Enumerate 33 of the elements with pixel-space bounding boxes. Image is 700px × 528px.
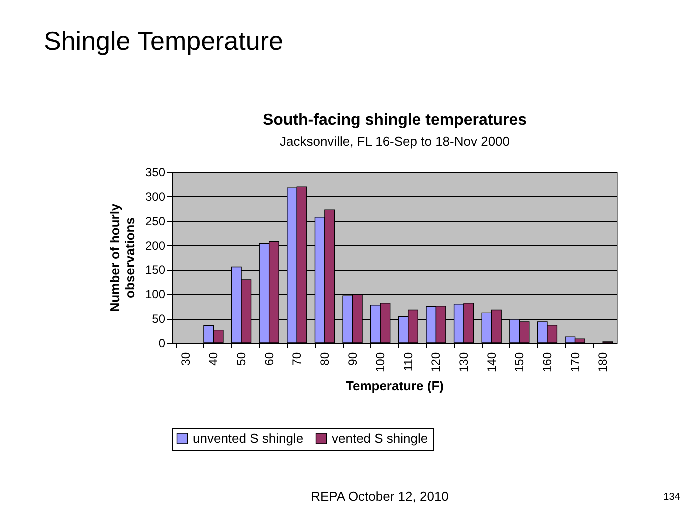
x-tick-label: 160 — [540, 352, 554, 373]
x-tick-label: 50 — [234, 352, 249, 366]
y-tick-label: 250 — [145, 214, 166, 228]
y-tick-label: 50 — [152, 312, 166, 326]
x-tick-label: 120 — [429, 352, 444, 373]
y-tick-label: 300 — [145, 190, 166, 204]
y-tick-label: 0 — [158, 336, 166, 350]
x-tick-label: 40 — [206, 352, 221, 366]
y-tick-label: 150 — [145, 263, 166, 278]
legend-label: vented S shingle — [332, 430, 428, 446]
x-axis-title: Temperature (F) — [346, 378, 444, 394]
text: REPA October 12, 2010 — [311, 489, 449, 504]
y-tick-label: 350 — [145, 166, 166, 180]
chart-title: South-facing shingle temperatures — [262, 112, 528, 129]
y-axis-title: Number of hourly observations — [107, 203, 138, 312]
y-tick-label: 200 — [145, 238, 166, 253]
x-tick-label: 110 — [401, 352, 416, 372]
x-tick-label: 90 — [346, 352, 360, 366]
text: Shingle Temperature — [44, 26, 284, 56]
y-tick-label: 100 — [145, 288, 166, 302]
x-tick-label: 170 — [568, 352, 582, 373]
text: 134 — [664, 492, 681, 503]
x-tick-label: 150 — [512, 352, 527, 373]
x-tick-label: 180 — [596, 352, 610, 373]
x-tick-label: 60 — [262, 352, 276, 366]
x-tick-label: 70 — [290, 352, 304, 366]
legend-label: unvented S shingle — [193, 430, 304, 446]
x-tick-label: 130 — [457, 352, 472, 373]
x-tick-label: 140 — [484, 352, 499, 373]
x-tick-label: 100 — [374, 352, 388, 373]
x-tick-label: 30 — [178, 352, 193, 366]
x-tick-label: 80 — [318, 352, 332, 366]
chart-subtitle: Jacksonville, FL 16-Sep to 18-Nov 2000 — [280, 134, 510, 149]
